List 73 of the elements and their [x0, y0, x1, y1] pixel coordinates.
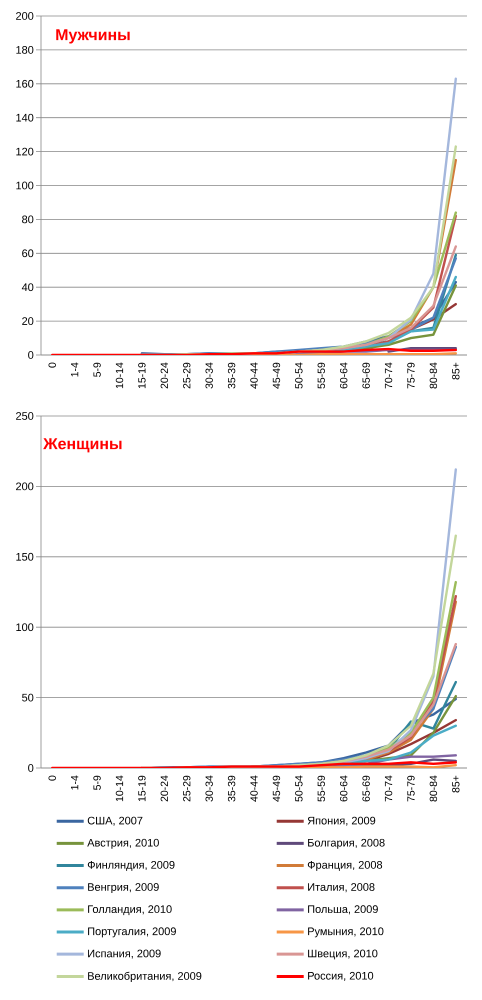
legend-label: Румыния, 2010 — [308, 927, 384, 938]
legend-label: Голландия, 2010 — [88, 905, 172, 916]
x-tick-label: 45-49 — [272, 362, 280, 389]
legend-label: Италия, 2008 — [308, 883, 375, 892]
x-tick-label: 40-44 — [250, 362, 258, 389]
legend-label: Болгария, 2008 — [308, 838, 385, 849]
legend-label: Швеция, 2010 — [308, 950, 378, 960]
y-tick-label: 160 — [16, 80, 34, 88]
x-tick-label: 5-9 — [93, 776, 101, 790]
x-tick-label: 80-84 — [430, 362, 438, 388]
x-tick-label: 75-79 — [407, 776, 415, 802]
y-tick-label: 120 — [16, 148, 34, 156]
legend-label: Венгрия, 2009 — [88, 883, 159, 894]
y-tick-label: 40 — [22, 283, 34, 292]
legend-label: Португалия, 2009 — [88, 927, 176, 938]
legend-label: Испания, 2009 — [88, 950, 161, 959]
x-tick-label: 35-39 — [228, 776, 236, 802]
x-tick-label: 0 — [48, 362, 56, 368]
x-tick-label: 15-19 — [138, 776, 146, 802]
x-tick-label: 60-64 — [340, 776, 348, 802]
x-tick-label: 5-9 — [93, 362, 101, 377]
x-tick-label: 85+ — [452, 776, 460, 792]
x-tick-label: 70-74 — [384, 776, 392, 802]
x-tick-label: 15-19 — [138, 362, 146, 388]
x-tick-label: 40-44 — [250, 776, 258, 802]
x-tick-label: 35-39 — [228, 362, 236, 389]
y-tick-label: 150 — [16, 552, 34, 561]
x-tick-label: 20-24 — [160, 776, 168, 802]
x-tick-label: 85+ — [452, 362, 460, 380]
y-tick-label: 0 — [28, 764, 34, 772]
y-tick-label: 100 — [16, 182, 34, 190]
text: Женщины — [43, 438, 122, 452]
y-tick-label: 200 — [16, 482, 34, 490]
y-tick-label: 20 — [22, 317, 34, 325]
x-tick-label: 75-79 — [407, 362, 415, 388]
y-tick-label: 50 — [22, 694, 34, 702]
legend-label: Великобритания, 2009 — [88, 972, 202, 982]
legend-label: Польша, 2009 — [308, 905, 378, 914]
y-tick-label: 200 — [16, 12, 34, 20]
y-tick-label: 140 — [16, 114, 34, 122]
x-tick-label: 1-4 — [71, 362, 78, 377]
legend-label: Япония, 2009 — [308, 816, 376, 826]
y-tick-label: 80 — [22, 216, 34, 224]
y-tick-label: 0 — [28, 351, 34, 359]
x-tick-label: 30-34 — [205, 362, 213, 389]
x-tick-label: 65-69 — [362, 362, 370, 388]
y-tick-label: 250 — [16, 412, 34, 420]
legend-label: Россия, 2010 — [308, 972, 374, 981]
x-tick-label: 50-54 — [295, 362, 303, 389]
legend-label: США, 2007 — [88, 816, 142, 826]
text: Мужчины — [56, 29, 130, 44]
x-tick-label: 0 — [48, 776, 56, 781]
x-tick-label: 25-29 — [183, 362, 190, 388]
x-tick-label: 20-24 — [160, 362, 168, 388]
x-tick-label: 25-29 — [183, 776, 190, 802]
x-tick-label: 60-64 — [340, 362, 348, 388]
y-tick-label: 100 — [16, 623, 34, 632]
x-tick-label: 65-69 — [362, 776, 370, 802]
legend-label: Франция, 2008 — [308, 860, 382, 871]
legend-label: Австрия, 2010 — [87, 838, 159, 849]
x-tick-label: 55-59 — [318, 776, 325, 802]
x-tick-label: 30-34 — [205, 776, 213, 802]
y-tick-label: 180 — [16, 46, 34, 54]
x-tick-label: 70-74 — [384, 362, 392, 388]
x-tick-label: 10-14 — [116, 362, 124, 388]
x-tick-label: 10-14 — [116, 776, 124, 802]
x-tick-label: 50-54 — [295, 776, 303, 802]
x-tick-label: 1-4 — [71, 776, 78, 790]
x-tick-label: 80-84 — [430, 776, 438, 802]
legend-label: Финляндия, 2009 — [88, 860, 174, 871]
x-tick-label: 55-59 — [318, 362, 325, 389]
y-tick-label: 60 — [22, 249, 34, 258]
x-tick-label: 45-49 — [272, 776, 280, 802]
